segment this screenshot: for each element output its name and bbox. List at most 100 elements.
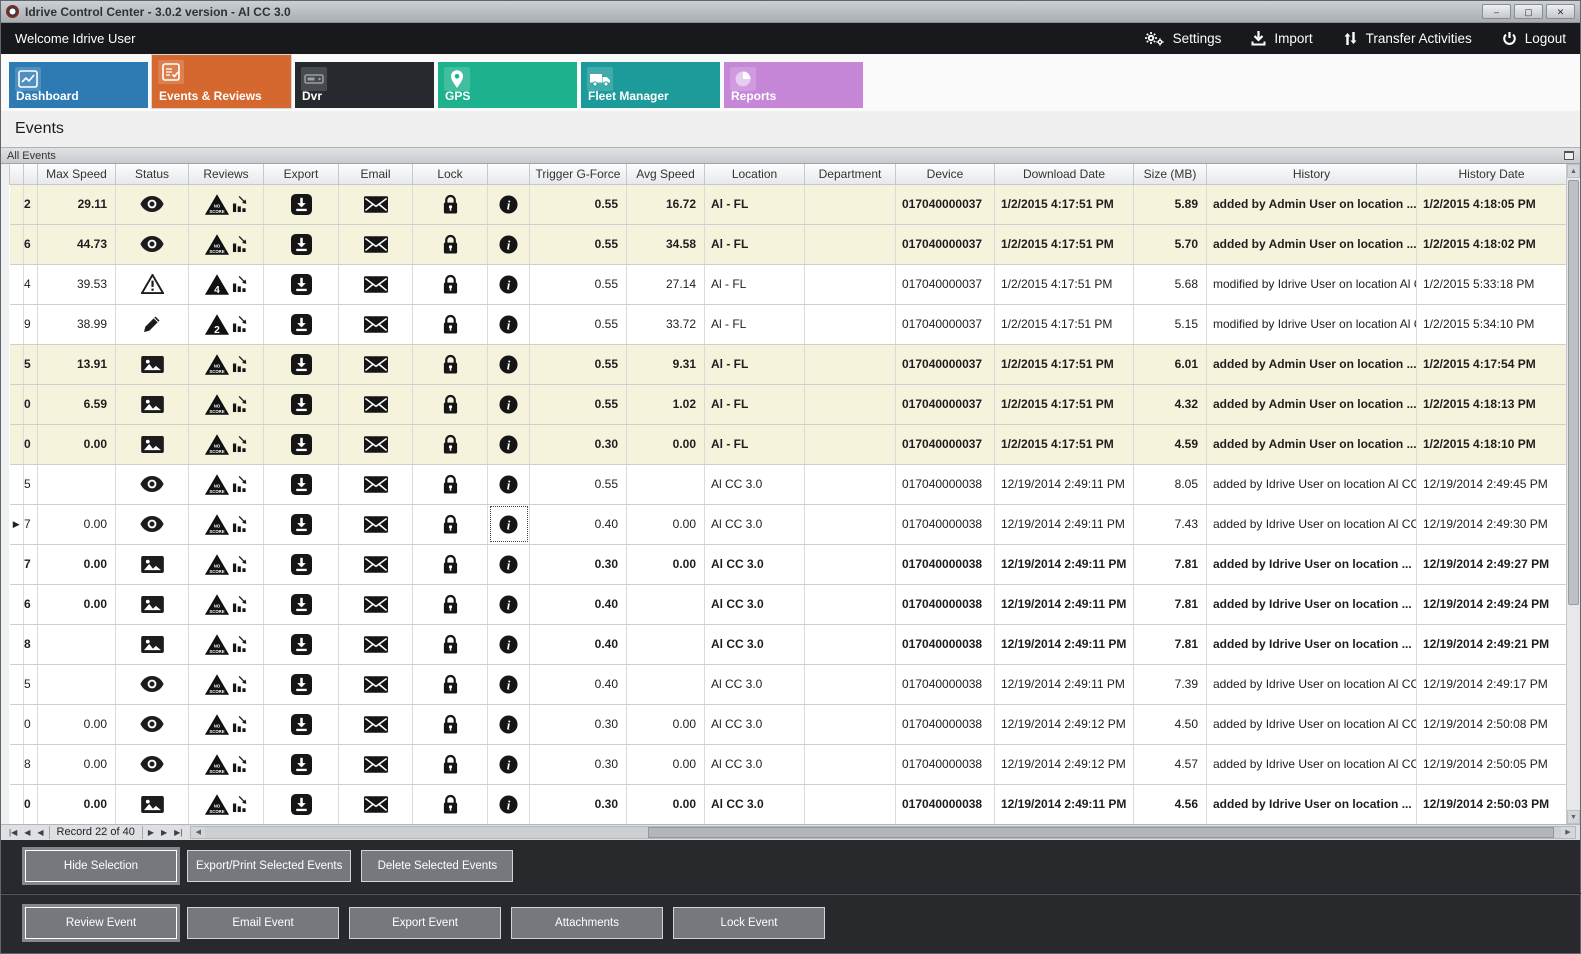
cell-reviews[interactable]: NO SCORE [188, 544, 264, 585]
cell-info[interactable]: i [487, 464, 530, 505]
cell-export[interactable] [263, 264, 339, 305]
cell-info[interactable]: i [487, 784, 530, 824]
hide-selection-button[interactable]: Hide Selection [25, 850, 177, 882]
export-event-button[interactable]: Export Event [349, 907, 501, 939]
column-header-status[interactable]: Status [115, 164, 189, 185]
cell-lock[interactable] [412, 664, 488, 705]
cell-info[interactable]: i [487, 344, 530, 385]
next-record-button[interactable]: ▶ [147, 827, 154, 837]
cell-export[interactable] [263, 624, 339, 665]
cell-export[interactable] [263, 544, 339, 585]
next-page-button[interactable]: ▶ [160, 827, 168, 837]
cell-info[interactable]: i [487, 424, 530, 465]
close-button[interactable]: ✕ [1546, 4, 1575, 19]
cell-email[interactable] [338, 424, 413, 465]
scroll-left-icon[interactable]: ◀ [191, 827, 206, 838]
cell-email[interactable] [338, 464, 413, 505]
cell-info[interactable]: i [487, 384, 530, 425]
settings-button[interactable]: Settings [1144, 31, 1221, 47]
cell-lock[interactable] [412, 504, 488, 545]
cell-reviews[interactable]: NO SCORE [188, 344, 264, 385]
event-row[interactable]: 4 39.53 4 i 0.55 27.14 Al - FL 017040000037 1/2/… [9, 264, 1567, 305]
cell-export[interactable] [263, 664, 339, 705]
cell-reviews[interactable]: 2 [188, 304, 264, 345]
cell-reviews[interactable]: NO SCORE [188, 504, 264, 545]
cell-export[interactable] [263, 224, 339, 265]
cell-lock[interactable] [412, 744, 488, 785]
column-header-department[interactable]: Department [804, 164, 896, 185]
cell-reviews[interactable]: NO SCORE [188, 624, 264, 665]
event-row[interactable]: 6 0.00 NO SCORE i 0.40 Al CC 3.0 017040000038 12… [9, 584, 1567, 625]
attachments-button[interactable]: Attachments [511, 907, 663, 939]
tab-dashboard[interactable]: Dashboard [9, 62, 148, 108]
cell-email[interactable] [338, 584, 413, 625]
panel-restore-icon[interactable] [1564, 151, 1574, 160]
cell-reviews[interactable]: NO SCORE [188, 744, 264, 785]
cell-lock[interactable] [412, 584, 488, 625]
cell-info[interactable]: i [487, 624, 530, 665]
cell-email[interactable] [338, 344, 413, 385]
cell-lock[interactable] [412, 464, 488, 505]
vertical-scrollbar[interactable]: ▲ ▼ [1566, 164, 1580, 824]
column-header-export[interactable]: Export [263, 164, 339, 185]
cell-reviews[interactable]: NO SCORE [188, 784, 264, 824]
cell-export[interactable] [263, 344, 339, 385]
cell-lock[interactable] [412, 224, 488, 265]
cell-export[interactable] [263, 464, 339, 505]
column-header-reviews[interactable]: Reviews [188, 164, 264, 185]
cell-lock[interactable] [412, 424, 488, 465]
column-header-download-date[interactable]: Download Date [994, 164, 1134, 185]
cell-email[interactable] [338, 264, 413, 305]
logout-button[interactable]: Logout [1502, 31, 1566, 46]
cell-export[interactable] [263, 184, 339, 225]
transfer-activities-button[interactable]: Transfer Activities [1343, 31, 1472, 46]
delete-selected-events-button[interactable]: Delete Selected Events [361, 850, 514, 882]
import-button[interactable]: Import [1251, 31, 1313, 46]
horizontal-scroll-thumb[interactable] [647, 827, 1555, 838]
tab-dvr[interactable]: Dvr [295, 62, 434, 108]
cell-export[interactable] [263, 384, 339, 425]
event-row[interactable]: 7 0.00 NO SCORE i 0.30 0.00 Al CC 3.0 0170400000… [9, 544, 1567, 585]
cell-email[interactable] [338, 784, 413, 824]
scroll-down-icon[interactable]: ▼ [1567, 810, 1580, 824]
column-header-blank-1[interactable] [23, 164, 38, 185]
column-header-avg-speed[interactable]: Avg Speed [626, 164, 705, 185]
cell-export[interactable] [263, 784, 339, 824]
cell-reviews[interactable]: NO SCORE [188, 224, 264, 265]
last-record-button[interactable]: ▶| [174, 827, 183, 837]
column-header-blank-0[interactable] [9, 164, 24, 185]
event-row[interactable]: 8 0.00 NO SCORE i 0.30 0.00 Al CC 3.0 0170400000… [9, 744, 1567, 785]
cell-info[interactable]: i [487, 304, 530, 345]
cell-lock[interactable] [412, 344, 488, 385]
cell-email[interactable] [338, 224, 413, 265]
tab-gps[interactable]: GPS [438, 62, 577, 108]
event-row[interactable]: 9 38.99 2 i 0.55 33.72 Al - FL 017040000037 1/2/… [9, 304, 1567, 345]
cell-export[interactable] [263, 744, 339, 785]
cell-info[interactable]: i [487, 744, 530, 785]
cell-lock[interactable] [412, 184, 488, 225]
tab-fleet-manager[interactable]: Fleet Manager [581, 62, 720, 108]
cell-info[interactable]: i [487, 544, 530, 585]
cell-reviews[interactable]: NO SCORE [188, 424, 264, 465]
event-row[interactable]: 8 NO SCORE i 0.40 Al CC 3.0 017040000038 12/19/… [9, 624, 1567, 665]
cell-info[interactable]: i [487, 224, 530, 265]
column-header-location[interactable]: Location [704, 164, 805, 185]
cell-lock[interactable] [412, 304, 488, 345]
cell-email[interactable] [338, 704, 413, 745]
event-row[interactable]: ▶ 7 0.00 NO SCORE i 0.40 0.00 Al CC 3.0 017040000… [9, 504, 1567, 545]
column-header-history[interactable]: History [1206, 164, 1417, 185]
tab-events-reviews[interactable]: Events & Reviews [152, 55, 291, 108]
column-header-device[interactable]: Device [895, 164, 995, 185]
event-row[interactable]: 2 29.11 NO SCORE i 0.55 16.72 Al - FL 0170400000… [9, 184, 1567, 225]
event-row[interactable]: 6 44.73 NO SCORE i 0.55 34.58 Al - FL 0170400000… [9, 224, 1567, 265]
maximize-button[interactable]: ▢ [1514, 4, 1543, 19]
cell-reviews[interactable]: NO SCORE [188, 584, 264, 625]
event-row[interactable]: 0 6.59 NO SCORE i 0.55 1.02 Al - FL 017040000037… [9, 384, 1567, 425]
cell-lock[interactable] [412, 264, 488, 305]
prev-page-button[interactable]: ◀ [24, 827, 31, 837]
cell-reviews[interactable]: NO SCORE [188, 704, 264, 745]
cell-lock[interactable] [412, 784, 488, 824]
column-header-lock[interactable]: Lock [412, 164, 488, 185]
cell-reviews[interactable]: NO SCORE [188, 384, 264, 425]
lock-event-button[interactable]: Lock Event [673, 907, 825, 939]
